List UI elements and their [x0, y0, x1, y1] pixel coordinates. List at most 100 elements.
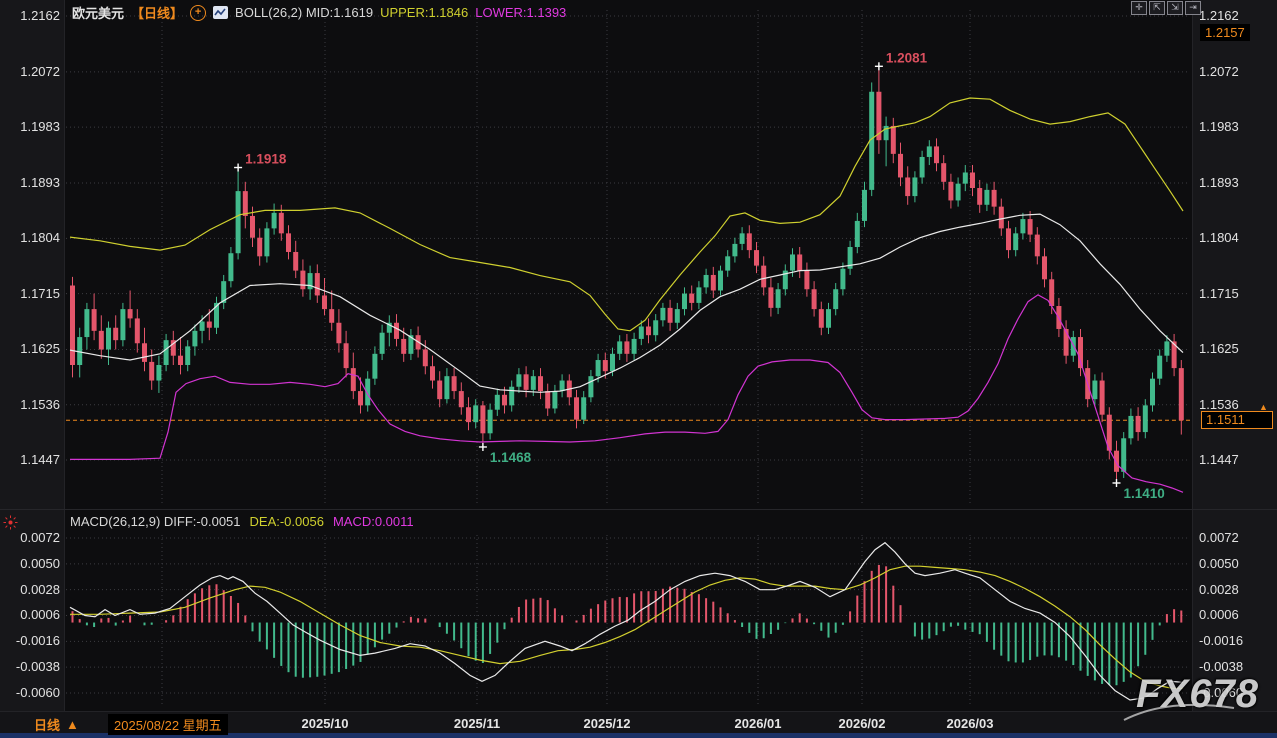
candle-body — [300, 270, 306, 290]
candle-body — [516, 374, 522, 387]
candle-body — [840, 268, 846, 290]
candle-body — [646, 326, 651, 336]
candle-body — [833, 289, 839, 310]
candle-body — [1157, 355, 1163, 379]
candle-body — [1106, 414, 1112, 451]
candle-body — [228, 253, 234, 282]
candle-body — [142, 343, 147, 362]
candle-body — [98, 330, 104, 350]
price-tick-label: 1.1715 — [1199, 285, 1239, 301]
month-label: 2026/02 — [838, 716, 886, 731]
candle-body — [653, 320, 659, 336]
candle-body — [149, 361, 155, 381]
timeframe-selector[interactable]: 日线 ▲ — [34, 717, 79, 733]
candle-body — [905, 177, 911, 197]
candle-body — [185, 346, 191, 366]
candle-body — [466, 407, 471, 423]
candle-body — [991, 189, 997, 207]
candle-body — [401, 338, 407, 354]
candle-body — [113, 327, 119, 341]
candle-body — [775, 289, 781, 308]
candle-body — [782, 270, 788, 290]
candle-body — [912, 177, 918, 197]
candle-body — [869, 91, 875, 190]
candle-body — [163, 340, 169, 366]
candle-body — [1114, 450, 1119, 472]
month-label: 2026/03 — [946, 716, 994, 731]
month-label: 2025/10 — [301, 716, 349, 731]
macd-tick-label: -0.0060 — [15, 684, 60, 700]
candle-body — [1034, 234, 1040, 257]
macd-tick-label: 0.0006 — [1199, 607, 1239, 623]
zoom-horizontal-icon[interactable]: ⇲ — [1167, 1, 1183, 15]
price-tick-label: 1.1536 — [20, 396, 60, 412]
candle-body — [588, 376, 594, 398]
candle-body — [754, 250, 759, 266]
candle-body — [725, 256, 731, 271]
candle-body — [1171, 341, 1177, 369]
candle-body — [430, 366, 435, 381]
macd-tick-label: 0.0028 — [1199, 581, 1239, 597]
price-tick-label: 1.1983 — [1199, 119, 1239, 135]
macd-tick-label: 0.0006 — [20, 607, 60, 623]
candle-body — [1042, 256, 1047, 280]
candle-body — [854, 220, 860, 248]
candle-body — [602, 360, 608, 372]
candle-body — [624, 341, 630, 354]
price-tick-label: 1.1893 — [1199, 175, 1239, 191]
price-tick-label: 1.1625 — [1199, 341, 1239, 357]
candle-body — [962, 172, 968, 184]
candle-body — [790, 254, 795, 271]
candle-body — [739, 233, 745, 244]
candle-body — [847, 247, 853, 269]
candle-body — [797, 254, 803, 271]
price-tick-label: 1.1625 — [20, 341, 60, 357]
candle-body — [199, 321, 205, 331]
candle-body — [1078, 337, 1083, 369]
macd-tick-label: -0.0016 — [1199, 633, 1244, 649]
macd-tick-label: 0.0028 — [20, 581, 60, 597]
chart-header: 欧元美元 【日线】 + BOLL(26,2) MID:1.1619 UPPER:… — [72, 3, 566, 22]
expand-right-icon[interactable]: ⇥ — [1185, 1, 1201, 15]
candle-body — [127, 309, 133, 319]
candle-body — [91, 309, 97, 331]
boll-upper-line — [69, 97, 1184, 332]
candle-body — [984, 189, 990, 205]
period-high-label: 1.2157 — [1200, 24, 1250, 41]
zoom-vertical-icon[interactable]: ⇱ — [1149, 1, 1165, 15]
left-price-axis — [0, 0, 65, 711]
price-tick-label: 1.1893 — [20, 175, 60, 191]
candle-body — [1135, 415, 1141, 433]
macd-tick-label: 0.0072 — [1199, 530, 1239, 545]
candle-body — [394, 322, 399, 339]
candle-body — [278, 212, 284, 234]
selected-date-label: 2025/08/22 星期五 — [108, 714, 228, 735]
boll-lower-line — [70, 294, 1184, 493]
price-tick-label: 1.1447 — [20, 452, 60, 467]
candle-body — [372, 353, 378, 379]
candle-body — [703, 274, 709, 288]
price-marker-arrow-icon: ▲ — [1259, 402, 1268, 413]
candle-body — [998, 206, 1004, 229]
price-annotation: 1.1468 — [490, 450, 532, 465]
candle-body — [667, 307, 673, 323]
macd-settings-icon[interactable] — [3, 515, 18, 535]
candle-body — [271, 212, 277, 229]
price-tick-label: 1.1804 — [20, 230, 60, 246]
candle-body — [343, 343, 349, 369]
candle-body — [408, 335, 414, 354]
candle-body — [250, 215, 255, 238]
candle-body — [977, 188, 983, 205]
chart-type-icon[interactable] — [213, 6, 229, 19]
candle-body — [178, 355, 183, 366]
price-tick-label: 1.1536 — [1199, 396, 1239, 412]
candle-body — [732, 243, 738, 257]
crosshair-icon[interactable]: ✛ — [1131, 1, 1147, 15]
candle-body — [1070, 337, 1076, 356]
bottom-scroll-strip[interactable] — [0, 733, 1277, 738]
add-indicator-icon[interactable]: + — [190, 4, 207, 21]
candle-body — [307, 273, 313, 290]
price-annotation: 1.1918 — [245, 152, 287, 167]
